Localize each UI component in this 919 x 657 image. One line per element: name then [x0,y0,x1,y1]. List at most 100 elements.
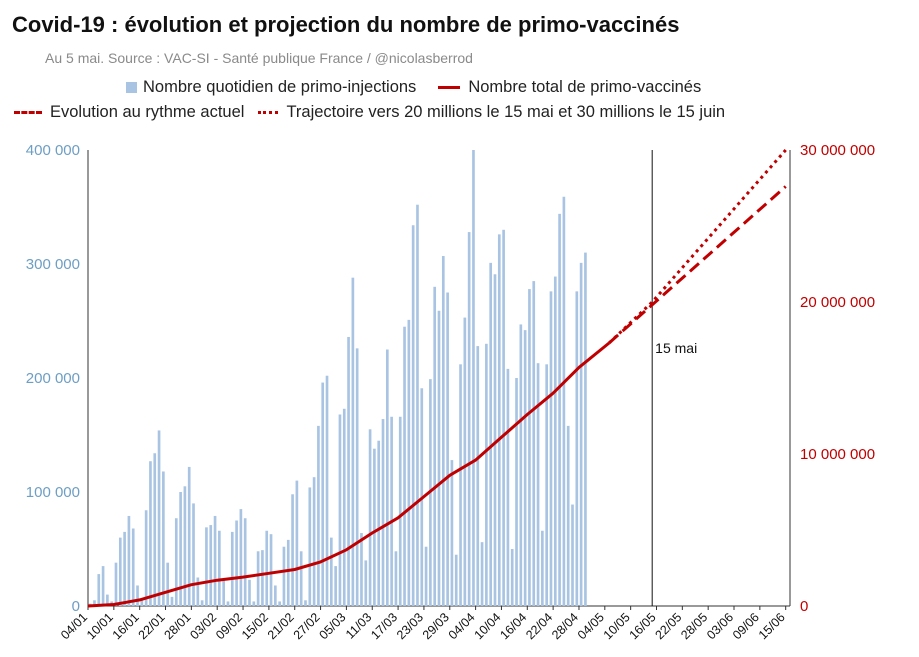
daily-bar [243,518,247,606]
daily-bar [299,551,303,606]
daily-bar [454,554,458,606]
legend-label-daily: Nombre quotidien de primo-injections [143,78,417,96]
daily-bar [261,550,264,606]
y-right-tick-label: 30 000 000 [800,142,875,159]
daily-bar [131,528,135,606]
daily-bar [437,310,441,606]
x-tick-label: 17/03 [368,610,400,642]
x-tick-label: 16/05 [627,610,659,642]
daily-bar [480,542,484,606]
daily-bar [446,292,449,606]
x-tick-label: 10/05 [601,610,633,642]
daily-bar [510,549,514,606]
daily-bar [493,274,497,606]
x-tick-label: 04/01 [58,610,90,642]
x-tick-label: 21/02 [265,610,297,642]
daily-bar [329,537,333,606]
daily-bar [252,601,256,606]
x-tick-label: 03/06 [704,610,736,642]
legend-item-trajectory: Trajectoire vers 20 millions le 15 mai e… [258,103,725,122]
legend-label-trajectory: Trajectoire vers 20 millions le 15 mai e… [286,103,726,121]
daily-bar [153,453,157,606]
daily-bar [506,368,510,606]
daily-bar [411,225,415,607]
daily-bar [368,429,372,606]
daily-bar [381,419,385,606]
daily-bar [489,262,493,606]
daily-bar [235,520,238,606]
daily-bar [200,600,204,606]
daily-bar [373,448,376,606]
x-tick-label: 16/01 [110,610,142,642]
daily-bar [403,326,406,606]
daily-bar [575,291,579,606]
daily-bar [179,492,182,606]
daily-bar [571,504,574,606]
daily-bar [528,289,531,606]
daily-bar [209,525,213,606]
x-tick-label: 22/05 [652,610,684,642]
chart-subtitle: Au 5 mai. Source : VAC-SI - Santé publiq… [45,50,473,66]
x-tick-label: 11/03 [343,610,374,641]
x-tick-label: 28/01 [161,610,193,642]
daily-bar [248,579,251,606]
daily-bar [213,515,217,606]
x-tick-label: 03/02 [187,610,219,642]
daily-bar [351,277,355,606]
daily-bar [342,408,346,606]
daily-bar [532,281,536,606]
daily-bar [265,530,269,606]
daily-bar [144,510,148,606]
y-right-tick-label: 0 [800,598,808,615]
legend-swatch-dashed [14,111,42,114]
daily-bar [106,594,109,606]
daily-bar [545,364,549,606]
daily-bar [476,346,480,606]
daily-bar [140,600,144,606]
daily-bar [218,530,221,606]
daily-bar [424,546,428,606]
daily-bar [398,416,402,606]
y-left-tick-label: 400 000 [26,142,80,159]
legend-label-current-pace: Evolution au rythme actuel [50,103,245,121]
daily-bar [541,530,544,606]
daily-bar [274,585,277,606]
legend-item-current-pace: Evolution au rythme actuel [14,103,244,122]
y-right-tick-label: 20 000 000 [800,294,875,311]
y-right-tick-label: 10 000 000 [800,446,875,463]
trajectory-projection-line [608,149,787,345]
x-tick-label: 22/04 [523,610,555,642]
legend-label-total: Nombre total de primo-vaccinés [468,78,702,96]
daily-bar [321,382,325,606]
legend-row-2: Evolution au rythme actuel Trajectoire v… [14,103,725,122]
daily-bar [162,471,165,606]
x-tick-label: 10/01 [84,610,116,642]
daily-bar [325,375,329,606]
daily-bar [239,509,243,606]
y-left-tick-label: 0 [72,598,80,615]
legend-swatch-dotted [258,111,279,114]
daily-bar [282,546,286,606]
daily-bar [127,515,131,606]
daily-bar [93,600,96,606]
daily-bar [459,364,462,606]
daily-bar [170,596,174,606]
x-tick-label: 22/01 [136,610,168,642]
daily-bar [295,480,299,606]
x-tick-label: 29/03 [420,610,452,642]
daily-bar [390,416,393,606]
daily-bar [394,551,398,606]
chart-title: Covid-19 : évolution et projection du no… [12,12,680,37]
daily-bar [536,363,540,606]
daily-bar [450,460,454,606]
daily-bar [385,349,389,606]
daily-bar [472,150,475,606]
daily-bar [416,204,419,606]
daily-bar [308,487,312,606]
daily-bar [174,518,178,606]
daily-bar [256,551,260,606]
daily-bar [584,252,587,606]
daily-bar [338,414,342,606]
daily-bar [187,466,191,606]
daily-bar [364,560,368,606]
